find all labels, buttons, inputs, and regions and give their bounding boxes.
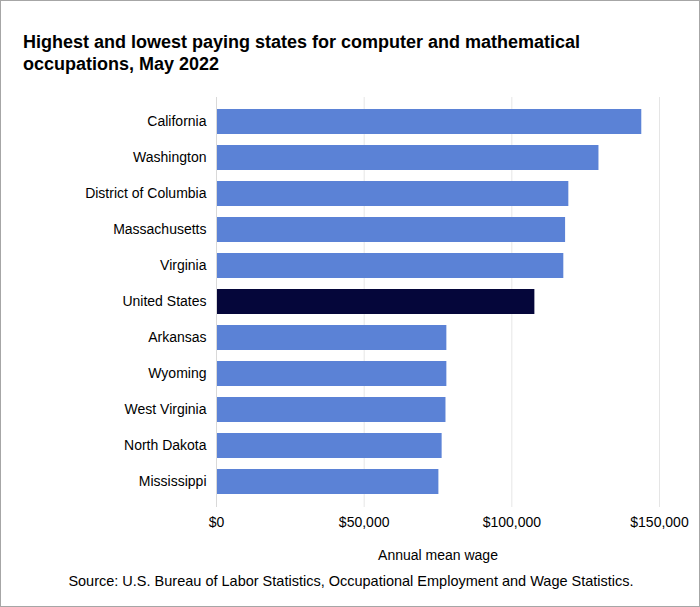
- svg-text:Mississippi: Mississippi: [139, 473, 207, 489]
- svg-text:District of Columbia: District of Columbia: [85, 185, 207, 201]
- html-text:Highest and lowest paying stat: Highest and lowest paying states for com…: [23, 32, 581, 74]
- svg-text:Virginia: Virginia: [160, 257, 207, 273]
- svg-text:$0: $0: [209, 514, 225, 530]
- svg-text:Wyoming: Wyoming: [148, 365, 206, 381]
- svg-text:California: California: [147, 113, 206, 129]
- svg-text:Annual mean wage: Annual mean wage: [378, 547, 498, 563]
- svg-text:West Virginia: West Virginia: [125, 401, 207, 417]
- svg-text:United States: United States: [122, 293, 206, 309]
- svg-text:North Dakota: North Dakota: [124, 437, 207, 453]
- svg-text:Massachusetts: Massachusetts: [113, 221, 206, 237]
- svg-text:$100,000: $100,000: [483, 514, 542, 530]
- svg-text:$50,000: $50,000: [339, 514, 390, 530]
- svg-text:Arkansas: Arkansas: [148, 329, 206, 345]
- svg-text:$150,000: $150,000: [630, 514, 689, 530]
- html-text:Source: U.S. Bureau of Labor S: Source: U.S. Bureau of Labor Statistics,…: [68, 573, 634, 589]
- svg-text:Washington: Washington: [133, 149, 206, 165]
